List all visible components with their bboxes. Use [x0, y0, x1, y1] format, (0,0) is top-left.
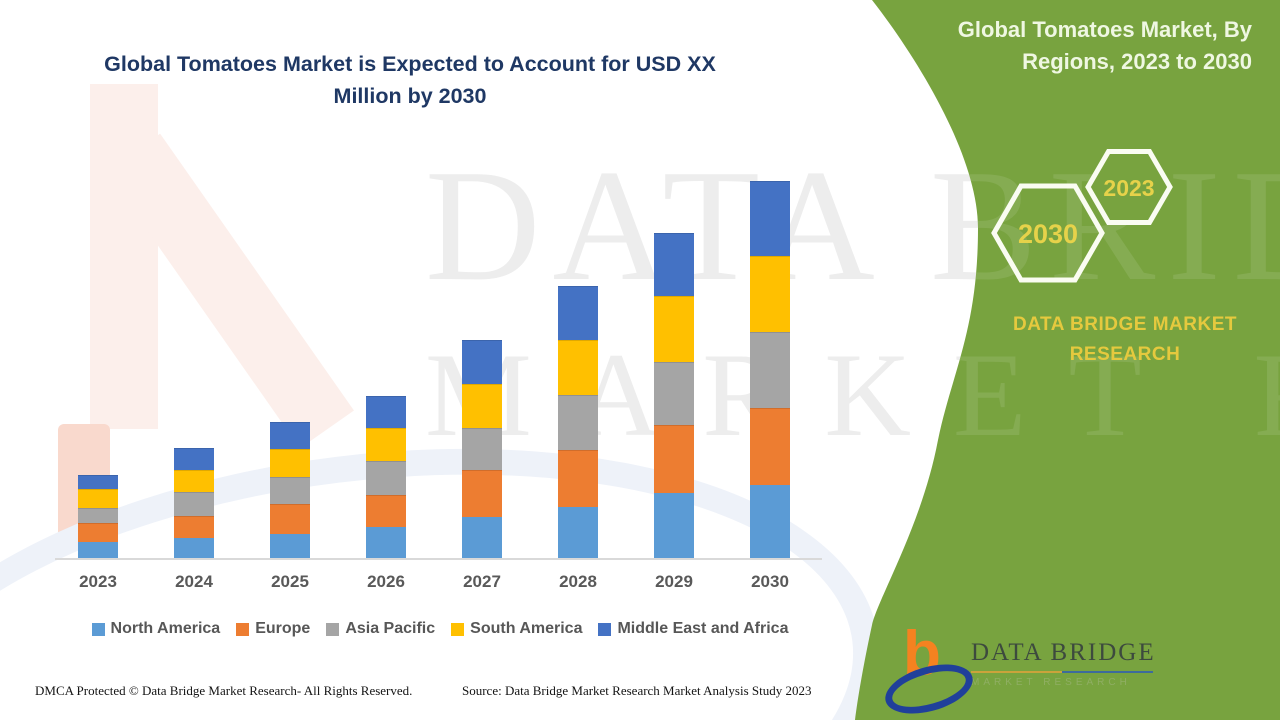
x-label-2024: 2024: [175, 572, 213, 591]
x-label-2026: 2026: [367, 572, 405, 591]
segment-2026-middle-east-and-africa: [366, 396, 406, 428]
legend-swatch-asia-pacific: [326, 622, 340, 636]
legend-label: South America: [470, 620, 583, 637]
segment-2029-asia-pacific: [654, 362, 694, 425]
bar-2028: [558, 286, 598, 558]
x-axis-labels: 2023 2024 2025 2026 2027 2028 2029 2030: [55, 572, 822, 596]
legend-swatch-north-america: [91, 622, 105, 636]
x-label-2027: 2027: [463, 572, 501, 591]
legend-item-south-america: South America: [451, 620, 582, 638]
segment-2026-europe: [366, 495, 406, 527]
legend-label: Middle East and Africa: [617, 620, 789, 637]
segment-2027-europe: [462, 470, 502, 517]
segment-2023-south-america: [78, 489, 118, 508]
green-panel-heading: Global Tomatoes Market, By Regions, 2023…: [957, 17, 1252, 74]
segment-2030-europe: [750, 408, 790, 485]
segment-2029-middle-east-and-africa: [654, 233, 694, 296]
brand-logo: b DATA BRIDGE MARKET RESEARCH: [879, 619, 1156, 720]
segment-2025-north-america: [270, 534, 310, 558]
x-label-2023: 2023: [79, 572, 117, 591]
segment-2026-north-america: [366, 527, 406, 558]
brand-name: DATA BRIDGE: [971, 639, 1156, 666]
segment-2028-asia-pacific: [558, 395, 598, 450]
legend-item-asia-pacific: Asia Pacific: [326, 620, 435, 638]
brand-b-glyph: b: [903, 619, 941, 688]
segment-2023-europe: [78, 523, 118, 542]
segment-2024-south-america: [174, 470, 214, 492]
segment-2028-europe: [558, 450, 598, 507]
bar-2026: [366, 396, 406, 558]
brand-subtitle: MARKET RESEARCH: [971, 677, 1131, 688]
segment-2024-europe: [174, 516, 214, 538]
bar-2025: [270, 422, 310, 558]
bar-2030: [750, 181, 790, 558]
legend-label: North America: [110, 620, 221, 637]
green-panel-caption: DATA BRIDGE MARKET RESEARCH: [1013, 314, 1237, 365]
hexagon-2023-label: 2023: [1103, 175, 1154, 201]
x-label-2029: 2029: [655, 572, 693, 591]
segment-2027-north-america: [462, 517, 502, 558]
segment-2030-north-america: [750, 485, 790, 558]
legend-label: Asia Pacific: [345, 620, 436, 637]
hexagon-2023: [1085, 149, 1173, 225]
hexagon-2030-label: 2030: [1018, 219, 1078, 249]
segment-2023-middle-east-and-africa: [78, 475, 118, 489]
chart-title: Global Tomatoes Market is Expected to Ac…: [104, 52, 716, 108]
segment-2026-asia-pacific: [366, 461, 406, 495]
segment-2030-asia-pacific: [750, 332, 790, 408]
segment-2025-south-america: [270, 449, 310, 477]
segment-2028-middle-east-and-africa: [558, 286, 598, 340]
hexagon-2030: [991, 183, 1105, 283]
x-label-2030: 2030: [751, 572, 789, 591]
bar-2024: [174, 448, 214, 558]
segment-2029-europe: [654, 425, 694, 493]
bar-2027: [462, 340, 502, 558]
bar-2023: [78, 475, 118, 558]
legend-label: Europe: [255, 620, 311, 637]
legend-swatch-middle-east-and-africa: [598, 622, 612, 636]
brand-divider: [971, 671, 1153, 673]
segment-2027-south-america: [462, 384, 502, 428]
segment-2024-asia-pacific: [174, 492, 214, 516]
brand-logo-icon: b: [879, 619, 979, 720]
segment-2024-middle-east-and-africa: [174, 448, 214, 470]
segment-2028-south-america: [558, 340, 598, 395]
legend-item-middle-east-and-africa: Middle East and Africa: [598, 620, 788, 638]
chart-legend: North America Europe Asia Pacific South Ame…: [55, 620, 825, 638]
segment-2028-north-america: [558, 507, 598, 558]
segment-2029-north-america: [654, 493, 694, 558]
segment-2026-south-america: [366, 428, 406, 461]
segment-2027-asia-pacific: [462, 428, 502, 470]
segment-2023-asia-pacific: [78, 508, 118, 523]
segment-2024-north-america: [174, 538, 214, 558]
segment-2025-europe: [270, 504, 310, 534]
segment-2025-asia-pacific: [270, 477, 310, 504]
x-label-2028: 2028: [559, 572, 597, 591]
legend-item-europe: Europe: [236, 620, 310, 638]
segment-2030-south-america: [750, 256, 790, 332]
segment-2030-middle-east-and-africa: [750, 181, 790, 256]
segment-2025-middle-east-and-africa: [270, 422, 310, 449]
x-label-2025: 2025: [271, 572, 309, 591]
dmca-note: DMCA Protected © Data Bridge Market Rese…: [35, 683, 413, 698]
bar-chart-plot: [55, 158, 822, 560]
segment-2023-north-america: [78, 542, 118, 558]
legend-swatch-south-america: [451, 622, 465, 636]
legend-item-north-america: North America: [91, 620, 221, 638]
source-note: Source: Data Bridge Market Research Mark…: [462, 683, 812, 698]
bar-2029: [654, 233, 694, 558]
segment-2027-middle-east-and-africa: [462, 340, 502, 384]
legend-swatch-europe: [236, 622, 250, 636]
segment-2029-south-america: [654, 296, 694, 362]
